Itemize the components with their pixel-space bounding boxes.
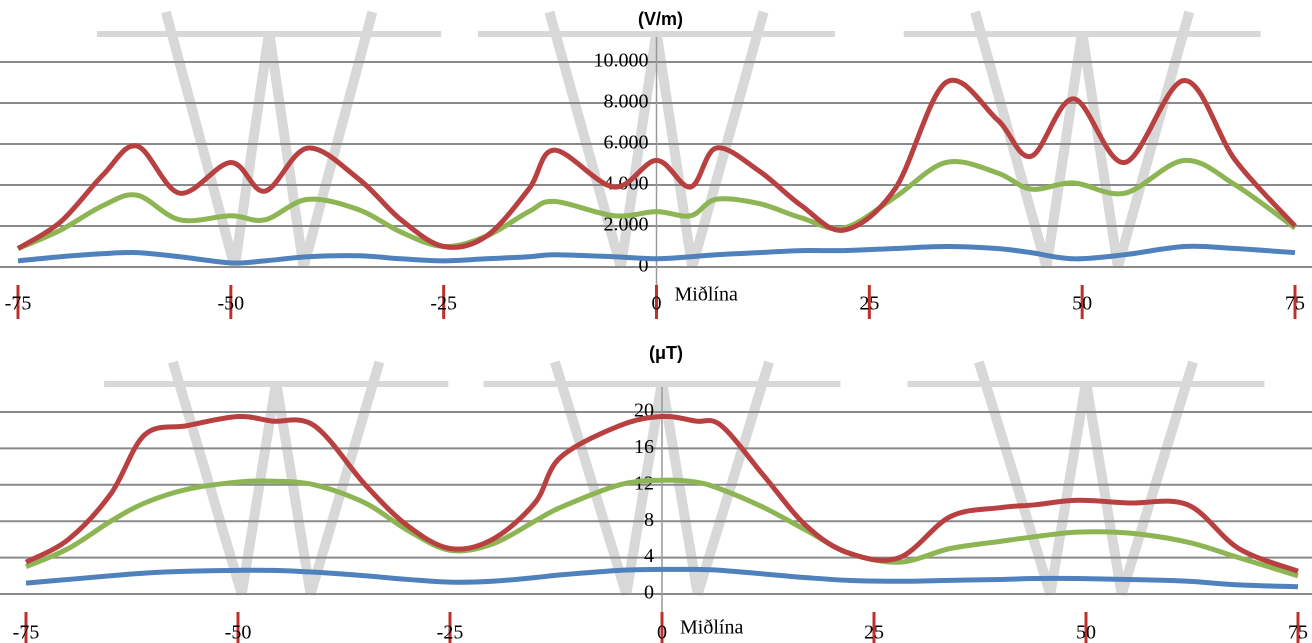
- x-tick-label: -50: [225, 622, 252, 643]
- chart-efield: 02.0004.0006.0008.00010.000(V/m)-75-50-2…: [0, 0, 1312, 321]
- x-tick-label: -25: [437, 622, 464, 643]
- tower-illustrations: [97, 12, 1261, 267]
- tower: [166, 12, 373, 267]
- y-tick-label: 6.000: [604, 132, 649, 154]
- tower: [979, 362, 1193, 594]
- x-tick-label: 50: [1076, 622, 1096, 643]
- tower: [975, 12, 1189, 267]
- y-tick-label: 8: [644, 509, 654, 531]
- tower: [173, 362, 380, 594]
- annotation: Miðlína: [680, 617, 743, 639]
- page: 02.0004.0006.0008.00010.000(V/m)-75-50-2…: [0, 0, 1312, 643]
- y-tick-label: 16: [634, 436, 654, 458]
- x-tick-label: 75: [1288, 622, 1308, 643]
- x-tick-label: -25: [430, 293, 457, 315]
- chart-title: (μT): [649, 343, 683, 363]
- tower-illustrations: [104, 362, 1264, 594]
- x-tick-label: 25: [864, 622, 884, 643]
- x-tick-label: 25: [859, 293, 879, 315]
- x-tick-label: -75: [5, 293, 32, 315]
- chart-title: (V/m): [638, 9, 683, 29]
- x-tick-label: 0: [657, 622, 667, 643]
- x-tick-label: -75: [13, 622, 40, 643]
- x-tick-label: 75: [1285, 293, 1305, 315]
- y-tick-label: 4: [644, 545, 654, 567]
- x-tick-label: -50: [217, 293, 244, 315]
- y-tick-label: 10.000: [594, 50, 649, 72]
- annotation: Miðlína: [675, 284, 738, 306]
- y-tick-label: 8.000: [604, 91, 649, 113]
- y-tick-label: 0: [644, 582, 654, 604]
- x-tick-label: 0: [652, 293, 662, 315]
- x-tick-label: 50: [1072, 293, 1092, 315]
